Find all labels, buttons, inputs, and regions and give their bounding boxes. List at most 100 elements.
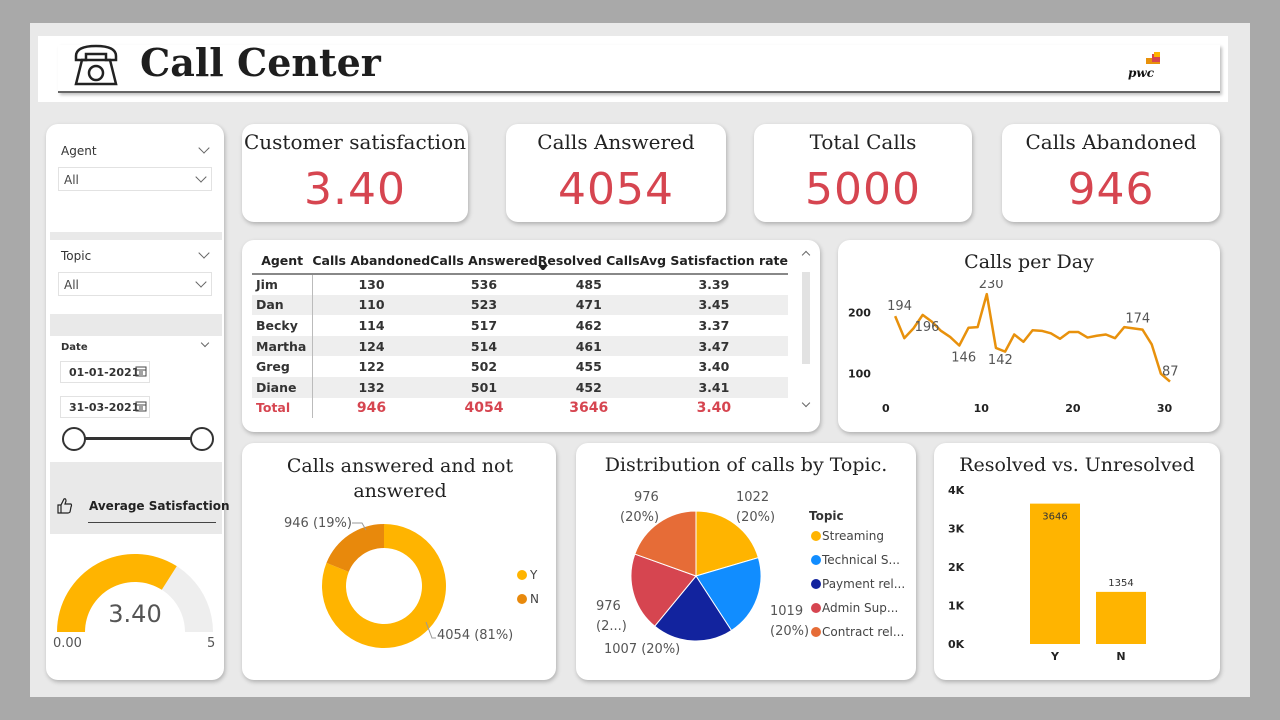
column-header[interactable]: Avg Satisfaction rate [639,248,788,275]
answered-donut-chart: 4054 (81%) 946 (19%) YN [284,516,539,648]
calendar-icon[interactable] [135,365,147,377]
agent-filter-label: Agent [61,144,97,158]
data-label: 142 [988,353,1013,368]
pie-slice [630,553,697,627]
total-cell: 946 [356,399,387,416]
topic-pie-chart: 1022 (20%) 1019 (20%) 1007 (20%) 976 (2...) 976… [596,490,905,657]
table-cell: 132 [312,376,431,398]
satisfaction-gauge [57,554,213,632]
chevron-down-icon [195,276,207,288]
column-header[interactable]: Calls Answered [430,248,538,275]
table-cell: 471 [537,294,640,316]
data-label: 146 [951,351,976,366]
label-leader-line [352,522,367,531]
table-cell: 110 [312,294,431,316]
kpi-card-calls-abandoned: Calls Abandoned 946 [1002,124,1220,222]
table-cell: 462 [575,317,602,333]
scroll-down-icon[interactable] [801,398,811,408]
table-cell: 3.39 [698,277,730,293]
kpi-title: Calls Answered [537,130,695,154]
column-header-sorted[interactable]: Resolved Calls [537,248,640,275]
table-cell: 3.45 [639,294,788,316]
total-cell: 4054 [464,399,504,416]
table-row[interactable]: Jim 130 536 485 3.39 [252,274,788,295]
topic-filter-dropdown[interactable]: All [58,272,212,296]
gauge-min-label: 0.00 [53,636,82,651]
agent-filter-value: All [64,173,79,187]
agent-name-cell: Becky [252,315,313,336]
data-label: 1007 (20%) [604,642,680,657]
scrollbar-thumb[interactable] [802,272,810,364]
kpi-value: 946 [1067,164,1155,215]
table-row[interactable]: Dan 110 523 471 3.45 [252,294,788,316]
legend-marker [811,579,821,589]
filter-divider [50,232,222,240]
kpi-title: Customer satisfaction [243,130,466,154]
gauge-header-area [50,462,222,534]
table-cell: 3.40 [698,359,730,375]
agent-filter-dropdown[interactable]: All [58,167,212,191]
gauge-fill [57,554,177,632]
total-cell: 3646 [569,399,609,416]
thumbs-up-icon [57,498,73,514]
data-label: (20%) [770,624,809,639]
x-tick-label: N [1116,650,1125,663]
column-header-label: Resolved Calls [537,253,640,268]
date-range-start-handle[interactable] [62,427,86,451]
data-label: (20%) [736,510,775,525]
table-row[interactable]: Diane 132 501 452 3.41 [252,376,788,398]
table-row[interactable]: Becky 114 517 462 3.37 [252,315,788,336]
table-cell: 452 [537,376,640,398]
table-scrollbar[interactable] [800,248,814,416]
table-row[interactable]: Martha 124 514 461 3.47 [252,335,788,357]
topic-filter-label: Topic [61,249,92,263]
table-cell: 502 [470,359,498,375]
data-label: 174 [1125,311,1150,326]
legend-marker [811,555,821,565]
donut-slice-y [322,524,446,648]
legend-label: Y [529,568,538,582]
data-label: 1354 [1108,578,1133,589]
scroll-up-icon[interactable] [801,250,811,260]
resolved-bar-chart: 0K 1K 2K 3K 4K 3646 Y 1354 N [948,484,1146,663]
y-tick-label: 200 [848,306,871,319]
kpi-card-calls-answered: Calls Answered 4054 [506,124,726,222]
data-label: (20%) [620,510,659,525]
pie-slice [634,510,697,577]
kpi-value: 4054 [558,164,674,215]
pie-slice [695,510,759,577]
table-cell: 114 [358,317,385,333]
kpi-title: Calls Abandoned [1025,130,1197,154]
legend-marker [517,570,527,580]
telephone-icon [74,44,118,86]
column-header[interactable]: Calls Abandoned [312,248,431,275]
pie-slice [653,575,733,642]
x-tick-label: 0 [882,402,890,415]
date-range-end-handle[interactable] [190,427,214,451]
table-cell: 3.37 [698,317,730,333]
pwc-logo: pwc [1128,52,1168,84]
legend-label: Technical S... [821,553,900,567]
data-label: 230 [979,280,1004,292]
kpi-card-satisfaction: Customer satisfaction 3.40 [242,124,468,222]
column-header[interactable]: Agent [252,248,313,275]
chart-title: Calls per Day [964,251,1094,273]
table-cell: 501 [430,376,538,398]
legend-label: Contract rel... [822,625,904,639]
table-cell: 122 [358,359,385,375]
agent-name-cell: Dan [252,294,313,316]
gauge-value: 3.40 [108,600,162,628]
header-panel [58,45,1220,93]
legend-label: Payment rel... [822,577,905,591]
legend-label: Admin Sup... [822,601,898,615]
kpi-title: Total Calls [809,130,917,154]
pwc-logo-mark [1146,52,1160,64]
calendar-icon[interactable] [135,400,147,412]
label-leader-line [425,621,436,639]
table-row[interactable]: Greg 122 502 455 3.40 [252,356,788,377]
table-cell: 485 [575,277,602,293]
x-tick-label: Y [1050,650,1060,663]
data-label: 1019 [770,604,803,619]
date-end-input[interactable]: 31-03-2021 [60,396,150,418]
date-start-input[interactable]: 01-01-2021 [60,361,150,383]
